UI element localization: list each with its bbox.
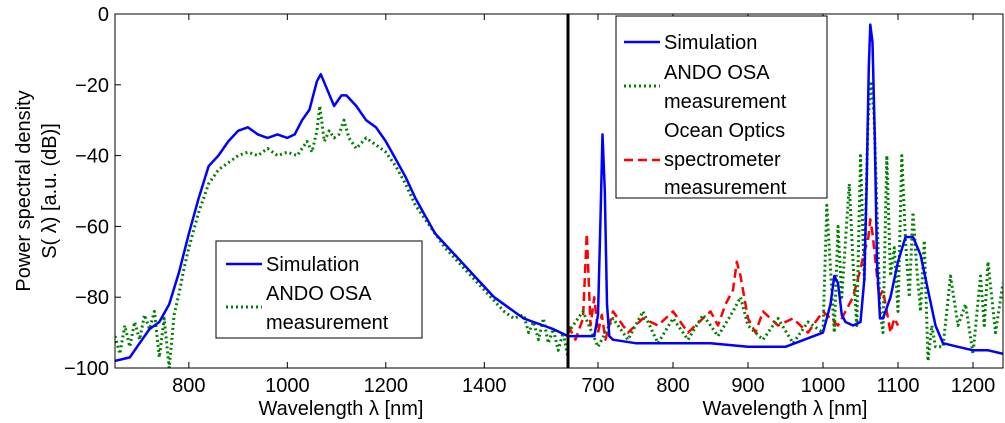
y-tick-label--40: −40 [75,146,109,168]
right-legend-ando-label-line1: ANDO OSA [664,62,770,84]
y-tick-label--100: −100 [64,358,109,380]
right-series-lines [568,23,1003,363]
left-legend-box [215,240,423,339]
left-series-lines [115,72,568,368]
y-tick-label--20: −20 [75,75,109,97]
right-legend-ocean-label-line2: spectrometer [664,149,781,171]
right-x-tick-label-1200: 1200 [951,375,996,397]
left-legend: Simulation ANDO OSA measurement [215,240,423,339]
right-plot-panel: 700 800 900 1000 1100 1200 Wavelength λ [nm] … [567,13,1004,420]
right-legend-simulation-label: Simulation [664,32,757,54]
right-x-axis-label: Wavelength λ [nm] [703,398,868,420]
right-x-tick-label-900: 900 [731,375,764,397]
right-legend-ocean-label-line1: Ocean Optics [664,120,785,142]
left-series-ando-osa-measurement [115,104,568,368]
left-plot-panel: 800 1000 1200 1400 −100 −80 −60 −40 −20 0 Wavele… [13,4,569,420]
left-legend-simulation-label: Simulation [266,254,359,276]
left-series-simulation [115,72,568,363]
right-x-tick-label-700: 700 [581,375,614,397]
right-x-tick-label-800: 800 [656,375,689,397]
right-series-simulation [568,23,1003,356]
left-legend-ando-label-line2: measurement [266,312,389,334]
y-tick-label-0: 0 [98,4,109,26]
left-legend-ando-label-line1: ANDO OSA [266,283,372,305]
right-legend: Simulation ANDO OSA measurement Ocean Op… [615,15,828,199]
left-x-tick-label-1000: 1000 [265,375,310,397]
left-x-tick-label-800: 800 [172,375,205,397]
right-series-ocean-optics-spectrometer-measurement [568,218,900,341]
left-y-ticks: −100 −80 −60 −40 −20 0 [64,4,121,380]
y-tick-label--60: −60 [75,216,109,238]
right-legend-ando-label-line2: measurement [664,91,787,113]
right-x-tick-label-1000: 1000 [801,375,846,397]
y-axis-label-line2: S( λ) [a.u. (dB)] [39,123,61,259]
right-legend-box [615,15,828,199]
y-axis-label-line1: Power spectral density [13,90,35,291]
left-x-axis-label: Wavelength λ [nm] [259,398,424,420]
left-x-tick-label-1400: 1400 [462,375,507,397]
y-tick-label--80: −80 [75,287,109,309]
right-x-ticks: 700 800 900 1000 1100 1200 [581,14,995,397]
left-x-ticks: 800 1000 1200 1400 [172,14,507,397]
right-x-tick-label-1100: 1100 [876,375,919,397]
left-x-tick-label-1200: 1200 [364,375,409,397]
right-legend-ocean-label-line3: measurement [664,177,787,199]
